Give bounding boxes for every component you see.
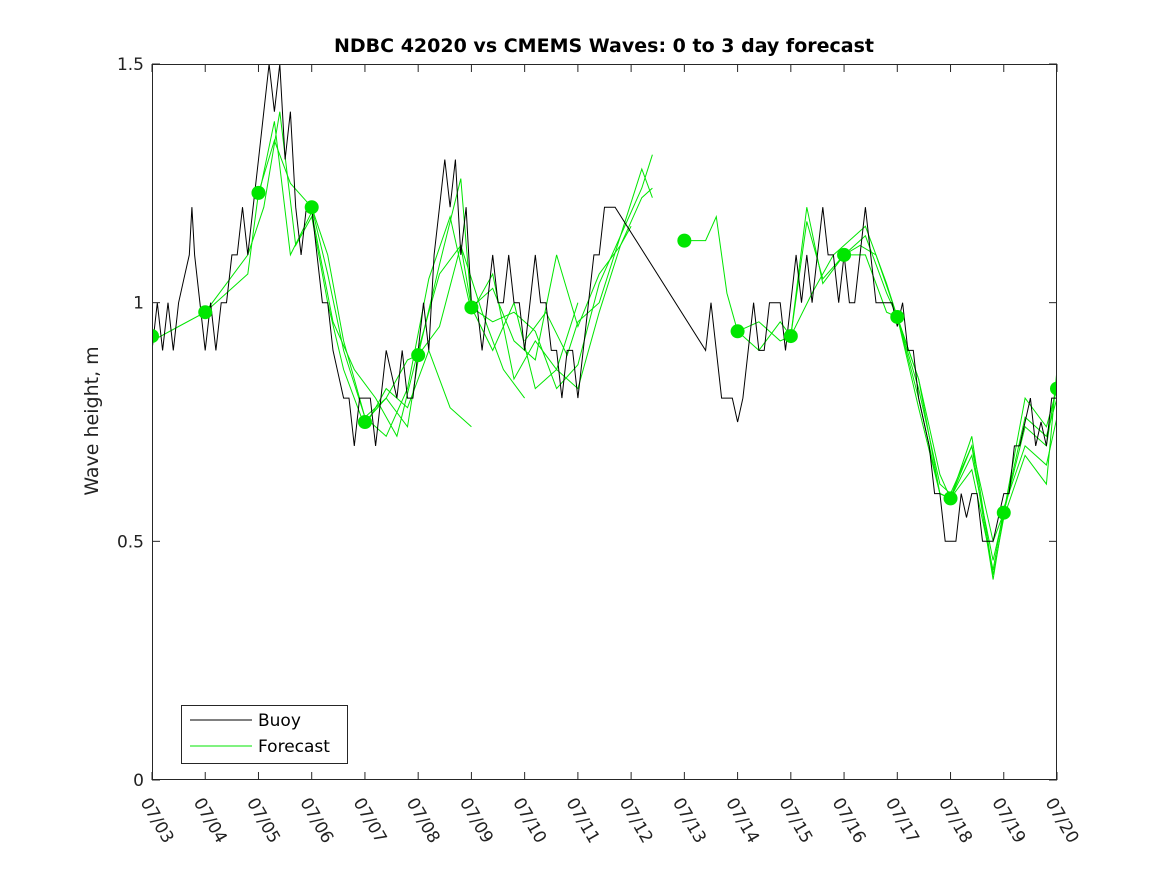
forecast-start-point-1: [198, 305, 213, 320]
forecast-run-line-5: [417, 154, 653, 390]
forecast-run-line-0: [152, 138, 419, 429]
forecast-start-point-12: [943, 491, 958, 506]
x-tick-label-16: 07/19: [987, 795, 1029, 847]
forecast-run-line-6: [470, 187, 653, 390]
forecast-run-line-1: [204, 111, 472, 428]
x-tick-label-9: 07/12: [615, 795, 657, 847]
forecast-start-point-6: [464, 300, 479, 315]
x-tick-label-14: 07/17: [881, 795, 923, 847]
x-tick-label-12: 07/15: [774, 795, 816, 847]
plot-area: [152, 64, 1057, 580]
forecast-run-line-8: [684, 214, 1057, 544]
x-tick-label-13: 07/16: [828, 795, 870, 847]
forecast-start-point-9: [783, 329, 798, 344]
legend-box: [181, 705, 348, 764]
forecast-start-point-11: [890, 309, 905, 324]
legend: Buoy Forecast: [181, 705, 348, 764]
x-tick-label-2: 07/05: [242, 795, 284, 847]
forecast-run-line-12: [896, 316, 1057, 580]
x-tick-label-1: 07/04: [189, 795, 231, 847]
x-tick-label-6: 07/09: [455, 795, 497, 847]
forecast-start-point-14: [1050, 381, 1057, 396]
x-tick-label-0: 07/03: [136, 795, 178, 847]
forecast-start-point-0: [152, 329, 159, 344]
forecast-start-point-3: [304, 200, 319, 215]
forecast-start-point-2: [251, 185, 266, 200]
y-tick-label-0: 0: [133, 771, 144, 791]
forecast-start-point-13: [996, 505, 1011, 520]
x-tick-label-10: 07/13: [668, 795, 710, 847]
y-tick-label-1: 0.5: [117, 532, 144, 552]
x-tick-label-5: 07/08: [402, 795, 444, 847]
x-tick-label-8: 07/11: [562, 795, 604, 847]
forecast-start-point-5: [411, 348, 426, 363]
forecast-run-line-4: [364, 178, 632, 423]
x-tick-label-15: 07/18: [934, 795, 976, 847]
y-tick-label-2: 1: [133, 294, 144, 314]
y-ticks: 0 0.5 1 1.5: [117, 55, 1057, 791]
x-tick-label-3: 07/06: [295, 795, 337, 847]
forecast-start-point-7: [677, 233, 692, 248]
legend-forecast-label: Forecast: [258, 737, 330, 757]
y-axis-label: Wave height, m: [81, 346, 103, 495]
x-tick-label-17: 07/20: [1041, 795, 1083, 847]
buoy-line: [152, 64, 1057, 542]
y-tick-label-3: 1.5: [117, 55, 144, 75]
forecast-start-point-10: [837, 247, 852, 262]
chart-title: NDBC 42020 vs CMEMS Waves: 0 to 3 day fo…: [334, 35, 874, 57]
legend-buoy-label: Buoy: [258, 711, 301, 731]
x-tick-label-11: 07/14: [721, 795, 763, 847]
forecast-run-line-7: [524, 167, 653, 357]
plot-frame: [152, 64, 1057, 780]
forecast-start-point-4: [357, 415, 372, 429]
forecast-run-line-10: [790, 207, 1057, 571]
forecast-run-line-3: [311, 207, 579, 438]
x-tick-label-7: 07/10: [508, 795, 550, 847]
x-tick-label-4: 07/07: [349, 795, 391, 847]
forecast-start-point-8: [730, 324, 745, 339]
